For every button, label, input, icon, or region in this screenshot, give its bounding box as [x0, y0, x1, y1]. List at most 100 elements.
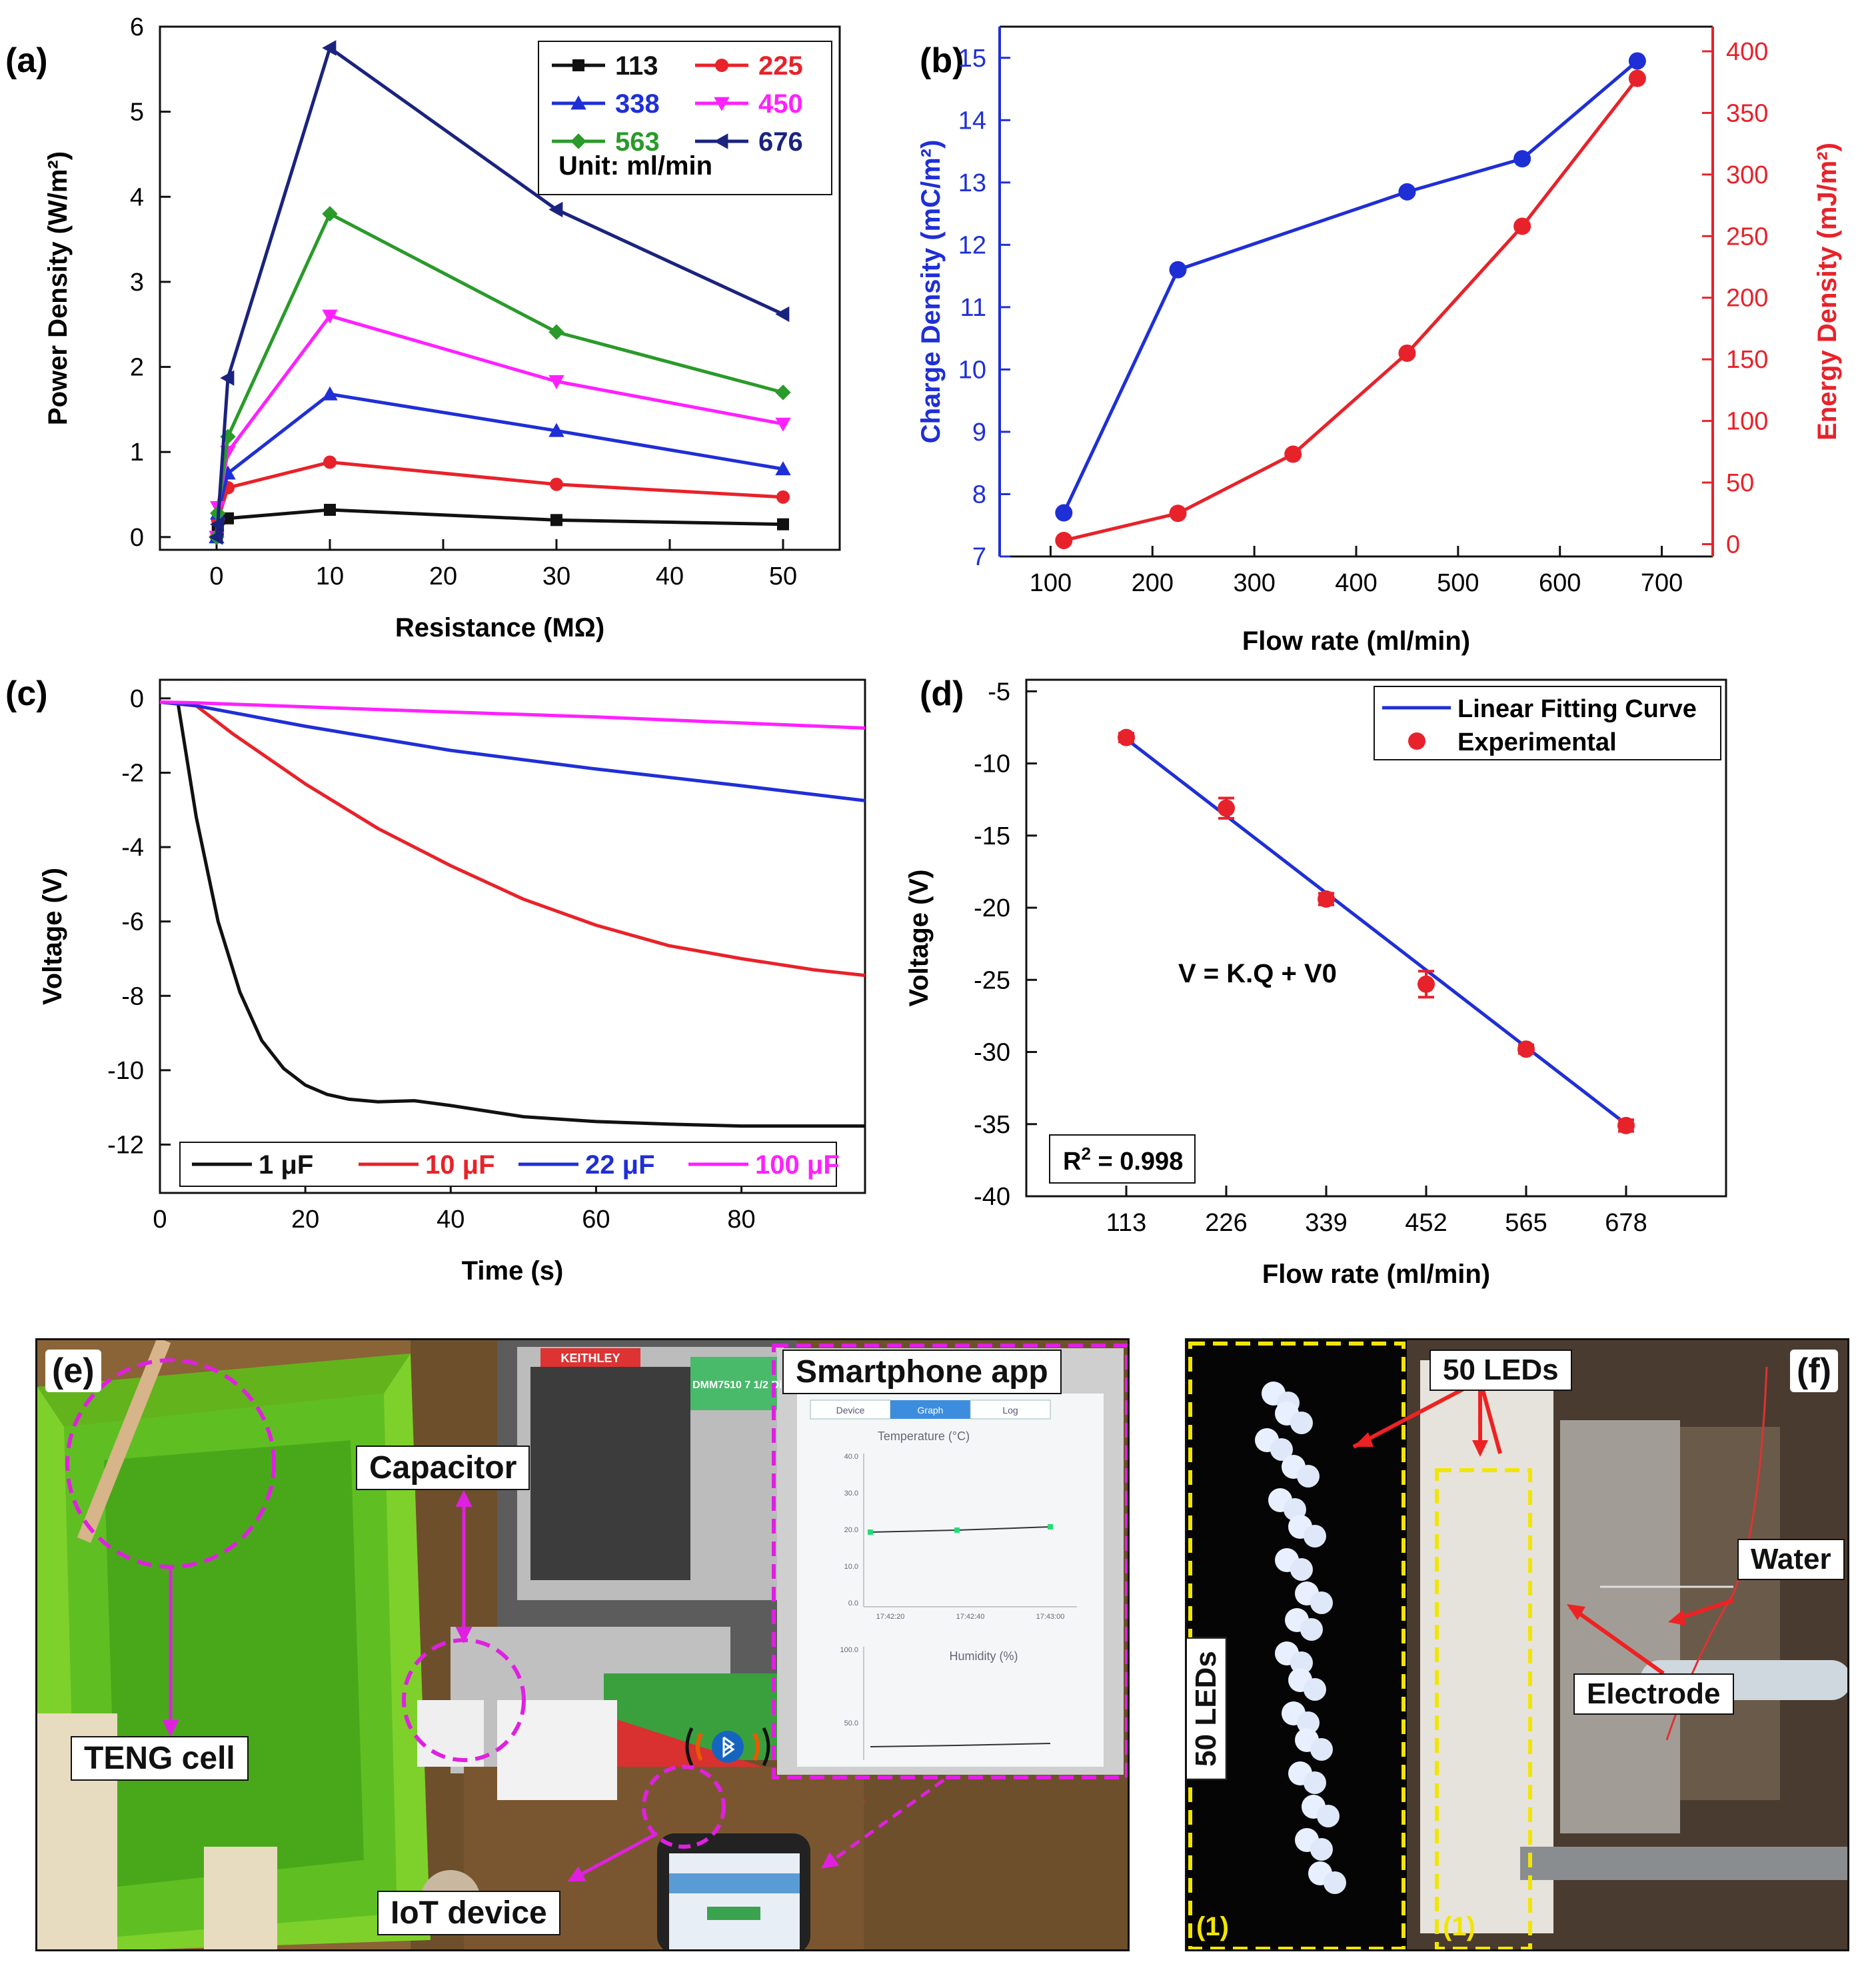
- chart-a-legend-marker-676: [714, 133, 728, 149]
- chart-c-ytick-3: -6: [121, 908, 144, 936]
- chart-c-xtick-3: 60: [582, 1206, 610, 1234]
- chart-a-line-450: [215, 314, 784, 537]
- chart-a-legend-450: 450: [758, 89, 803, 119]
- chart-a-ytick-1: 1: [130, 439, 144, 467]
- chart-d-legend-exp: Experimental: [1457, 728, 1617, 756]
- chart-d-xlabel: Flow rate (ml/min): [1262, 1260, 1490, 1289]
- chart-b-ytick-right-2: 100: [1726, 408, 1768, 436]
- chart-a-point-225-5: [776, 490, 790, 504]
- chart-b-xtick-3: 400: [1335, 569, 1377, 597]
- chart-a-xtick-0: 0: [209, 562, 223, 590]
- chart-b-ylabel-right: Energy Density (mJ/m²): [1813, 143, 1842, 441]
- led-b-16: [1324, 1871, 1346, 1894]
- chart-d-ytick-5: -30: [974, 1039, 1010, 1067]
- chart-c-xtick-2: 40: [437, 1206, 465, 1234]
- chart-b-point-1-4: [1513, 217, 1531, 235]
- chart-d-legend: [1374, 686, 1721, 760]
- app-temp-tick-30: 30.0: [844, 1489, 858, 1497]
- water-label: Water: [1737, 1539, 1845, 1580]
- photo-e-scene: Device Graph Log Temperature (°C) 40.0 3…: [37, 1340, 1128, 1949]
- chart-a-point-225-3: [323, 455, 337, 469]
- app-hum-tick-50: 50.0: [844, 1719, 858, 1727]
- chart-a-legend-225: 225: [758, 51, 803, 81]
- fifty-leds-vertical-label: 50 LEDs: [1187, 1637, 1227, 1780]
- meter-model: DMM7510 7 1/2 Digit: [692, 1380, 796, 1391]
- chart-b-ytick-5: 12: [958, 231, 986, 259]
- app-time-tick-3: 17:43:00: [1036, 1613, 1065, 1621]
- chart-b-xtick-2: 300: [1233, 569, 1275, 597]
- chart-a-legend-676: 676: [758, 127, 803, 157]
- chart-a-xtick-1: 10: [316, 562, 344, 590]
- chart-c-voltage-time: 0 20 40 60 80 0 -2 -4 -6 -8 -10 -12 Time (s) Voltage …: [38, 678, 866, 1286]
- chart-c-xtick-1: 20: [291, 1206, 319, 1234]
- chart-d-xtick-5: 678: [1605, 1209, 1647, 1237]
- chart-a-point-563-3: [322, 206, 338, 222]
- chart-a-point-338-3: [322, 386, 338, 401]
- led-b-11: [1297, 1711, 1320, 1734]
- chart-d-legend-fit: Linear Fitting Curve: [1457, 695, 1697, 723]
- chart-d-point-4: [1517, 1040, 1535, 1058]
- chart-b-ylabel-left: Charge Density (mC/m²): [916, 140, 946, 444]
- meter-brand: KEITHLEY: [560, 1352, 620, 1365]
- chart-c-ytick-6: -12: [107, 1131, 144, 1159]
- chart-b-point-0-4: [1628, 52, 1646, 70]
- chart-a-legend-marker-113: [572, 59, 584, 71]
- chart-b-xtick-1: 200: [1132, 569, 1174, 597]
- chart-d-ytick-4: -25: [974, 966, 1010, 994]
- chart-c-legend-2: 22 μF: [585, 1150, 655, 1180]
- chart-a-point-450-3: [322, 309, 338, 324]
- chart-b-point-1-2: [1284, 445, 1302, 463]
- chart-b-ytick-right-4: 200: [1726, 285, 1768, 313]
- chart-c-ytick-0: 0: [130, 685, 144, 713]
- chart-a-point-676-5: [775, 306, 790, 323]
- chart-c-ytick-5: -10: [107, 1057, 144, 1085]
- chart-a-legend-563: 563: [615, 127, 660, 157]
- chart-b-line-1: [1063, 77, 1639, 542]
- chart-a-legend-marker-450: [714, 97, 730, 111]
- chart-a-point-450-5: [775, 417, 791, 432]
- chart-c-legend-1: 10 μF: [425, 1150, 495, 1180]
- led-b-15: [1310, 1838, 1333, 1861]
- chart-b-ytick-right-5: 250: [1726, 223, 1768, 251]
- chart-a-point-113-5: [777, 518, 789, 530]
- chart-b-ytick-7: 14: [958, 107, 986, 135]
- chart-c-xlabel: Time (s): [462, 1256, 564, 1286]
- chart-a-power-density: 0 10 20 30 40 50 0 1 2 3 4 5 6 Resistance (MΩ) Power D…: [43, 13, 841, 642]
- chart-d-xtick-1: 226: [1205, 1209, 1247, 1237]
- chart-d-equation: V = K.Q + V0: [1178, 959, 1337, 988]
- chart-d-point-0: [1118, 728, 1135, 746]
- led-source-box: [1435, 1468, 1532, 1949]
- chart-d-point-3: [1417, 975, 1435, 993]
- app-temp-tick-20: 20.0: [844, 1526, 858, 1534]
- app-time-tick-2: 17:42:40: [956, 1613, 985, 1621]
- chart-a-xtick-5: 50: [769, 562, 797, 590]
- chart-b-line-0: [1062, 59, 1639, 514]
- teng-cell-label: TENG cell: [71, 1736, 249, 1781]
- chart-d-r2-box: [1049, 1134, 1196, 1184]
- chart-d-fit-line: [1125, 737, 1627, 1126]
- chart-a-line-225: [215, 460, 784, 538]
- chart-a-legend-marker-563: [570, 133, 586, 149]
- chart-a-point-676-3: [322, 40, 337, 56]
- app-tab-log: Log: [1002, 1405, 1018, 1416]
- chart-a-point-563-2: [220, 429, 236, 445]
- photo-e-iot-setup: Device Graph Log Temperature (°C) 40.0 3…: [35, 1338, 1130, 1951]
- chart-b-ytick-right-6: 300: [1726, 161, 1768, 189]
- led-b-14: [1317, 1805, 1340, 1827]
- app-tab-device: Device: [836, 1405, 865, 1416]
- chart-a-point-338-4: [548, 423, 564, 437]
- photo-f-led-demo: 50 LEDs (f) Water Electrode 50 LEDs (1) …: [1185, 1338, 1849, 1951]
- inset-marker-left: (1): [1196, 1912, 1229, 1941]
- chart-b-xtick-4: 500: [1437, 569, 1479, 597]
- chart-d-ytick-3: -20: [974, 894, 1010, 922]
- chart-d-voltage-flow: 113 226 339 452 565 678 -5 -10 -15 -20 -25 -30 -35 -4…: [904, 678, 1727, 1289]
- chart-a-ytick-5: 5: [130, 99, 144, 127]
- chart-a-point-113-3: [324, 504, 336, 516]
- chart-b-xtick-0: 100: [1030, 569, 1072, 597]
- figure-charts: (a) (b) (c) (d) 0 10 20 30 40 500123456Resist…: [5, 13, 1842, 1289]
- chart-d-point-2: [1318, 890, 1335, 908]
- chart-c-line-0: [159, 700, 865, 1128]
- chart-c-ytick-2: -4: [121, 834, 144, 862]
- chart-a-ytick-6: 6: [130, 13, 144, 41]
- chart-a-frame: [159, 25, 841, 551]
